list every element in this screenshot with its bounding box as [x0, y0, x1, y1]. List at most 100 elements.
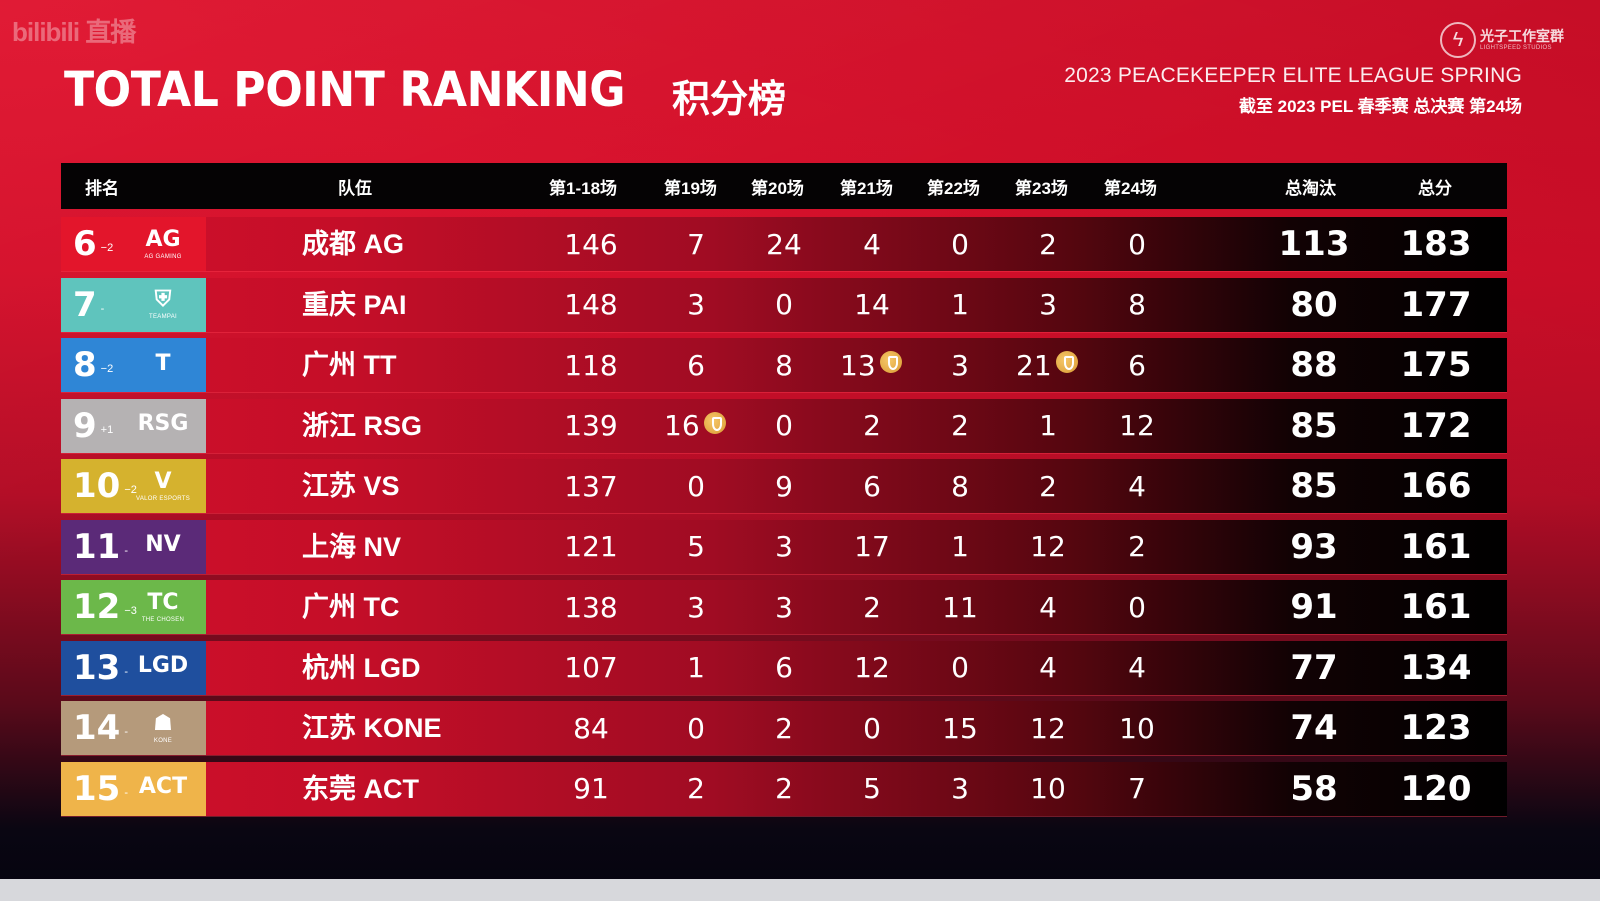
cell-game-24: 8 [1128, 288, 1146, 321]
col-game-22: 第22场 [927, 178, 980, 198]
rank-badge: 6 −2 AG AG GAMING [61, 217, 206, 271]
medal-icon [703, 411, 726, 434]
col-game-24: 第24场 [1104, 178, 1157, 198]
cell-total-points: 172 [1400, 405, 1472, 446]
team-logo-icon: AG AG GAMING [144, 226, 182, 260]
cell-game-20: 8 [775, 348, 793, 382]
table-row: 7 - ⛨ TEAMPAI 重庆 PAI 148 3 0 14 1 3 8 80… [61, 277, 1507, 332]
cell-game-24: 0 [1128, 590, 1146, 624]
cell-game-20: 2 [775, 772, 793, 805]
page-title-cn: 积分榜 [672, 79, 787, 121]
col-game-21: 第21场 [840, 178, 893, 198]
cell-total-kills: 91 [1290, 587, 1338, 627]
cell-total-points: 177 [1400, 284, 1472, 325]
cell-game-24: 2 [1128, 530, 1146, 563]
team-name: 浙江 RSG [302, 410, 423, 441]
cell-game-20: 6 [775, 651, 793, 684]
cell-game-22: 1 [951, 530, 969, 563]
rank-badge: 15 - ACT [61, 761, 206, 816]
cell-game-24: 7 [1128, 772, 1146, 805]
cell-game-19: 2 [687, 772, 705, 805]
cell-games-1-18: 137 [564, 469, 618, 503]
rank-number: 7 [73, 284, 97, 325]
team-logo-icon: T [155, 350, 171, 376]
rank-badge: 7 - ⛨ TEAMPAI [61, 277, 206, 332]
cell-total-points: 161 [1400, 526, 1472, 567]
cell-game-19: 0 [687, 469, 705, 503]
cell-game-19: 16 [656, 399, 766, 453]
rank-number: 8 [73, 345, 97, 385]
rank-change: - [124, 544, 128, 557]
cell-game-19: 3 [687, 288, 705, 321]
cell-games-1-18: 107 [564, 651, 618, 684]
bilibili-watermark: bilibili 直播 [12, 17, 136, 47]
ranking-table: 排名 队伍 第1-18场 第19场 第20场 第21场 第22场 第23场 第2… [61, 163, 1507, 816]
cell-game-19: 0 [687, 711, 705, 745]
team-name: 成都 AG [302, 229, 405, 259]
cell-game-19: 1 [687, 651, 705, 684]
table-row: 9 +1 RSG 浙江 RSG 139 16 0 2 2 1 12 85 172 [61, 398, 1507, 453]
col-total-points: 总分 [1418, 178, 1452, 198]
cell-total-kills: 80 [1290, 284, 1338, 325]
rank-change: - [124, 786, 128, 799]
cell-game-20: 9 [775, 469, 793, 503]
cell-game-21: 12 [854, 651, 890, 684]
cell-games-1-18: 148 [564, 288, 618, 321]
rank-number: 11 [73, 526, 121, 567]
cell-total-points: 123 [1400, 708, 1472, 748]
cell-game-21: 5 [863, 772, 881, 805]
cell-game-21: 0 [863, 711, 881, 745]
cell-game-21: 2 [863, 409, 881, 442]
match-progress-subtitle: 截至 2023 PEL 春季赛 总决赛 第24场 [1238, 97, 1522, 116]
rank-change: +1 [100, 423, 114, 436]
cell-game-22: 15 [942, 711, 978, 745]
cell-total-kills: 74 [1290, 708, 1338, 748]
team-logo-icon: ACT [138, 774, 188, 799]
cell-games-1-18: 84 [573, 711, 609, 745]
cell-game-23: 4 [1039, 590, 1057, 624]
cell-total-points: 183 [1400, 224, 1472, 264]
team-logo-icon: V VALOR ESPORTS [135, 468, 191, 502]
rank-badge: 14 - ☗ KONE [61, 701, 206, 755]
team-logo-icon: NV [145, 532, 181, 557]
rank-number: 15 [73, 768, 121, 809]
cell-game-24: 6 [1128, 348, 1146, 382]
cell-total-kills: 85 [1290, 466, 1338, 506]
table-header: 排名 队伍 第1-18场 第19场 第20场 第21场 第22场 第23场 第2… [61, 163, 1507, 209]
table-row: 8 −2 T 广州 TT 118 6 8 13 3 21 6 88 175 [61, 338, 1507, 392]
cell-game-23: 3 [1039, 288, 1057, 321]
cell-game-23: 4 [1039, 651, 1057, 684]
cell-game-20: 2 [775, 711, 793, 745]
studio-name-cn: 光子工作室群 [1480, 28, 1564, 44]
col-team: 队伍 [338, 178, 372, 198]
table-row: 13 - LGD 杭州 LGD 107 1 6 12 0 4 4 77 134 [61, 640, 1507, 695]
cell-game-23: 10 [1030, 772, 1066, 805]
cell-game-24: 10 [1119, 711, 1155, 745]
rank-change: −3 [124, 605, 137, 617]
cell-game-21: 13 [832, 338, 942, 392]
cell-game-23: 1 [1039, 409, 1057, 442]
cell-total-kills: 93 [1290, 526, 1338, 567]
cell-games-1-18: 139 [564, 409, 618, 442]
league-subtitle: 2023 PEACEKEEPER ELITE LEAGUE SPRING [1064, 64, 1522, 87]
player-bottom-bar [0, 879, 1600, 901]
col-game-20: 第20场 [751, 178, 804, 198]
cell-game-21: 6 [863, 469, 881, 503]
rank-badge: 10 −2 V VALOR ESPORTS [61, 459, 206, 513]
col-game-19: 第19场 [664, 178, 717, 198]
cell-games-1-18: 146 [564, 227, 618, 261]
rank-badge: 9 +1 RSG [61, 398, 206, 453]
cell-game-24: 0 [1128, 227, 1146, 261]
team-name: 重庆 PAI [302, 289, 407, 320]
team-logo-icon: TC THE CHOSEN [141, 589, 185, 623]
cell-total-kills: 113 [1278, 224, 1350, 264]
cell-total-kills: 88 [1290, 345, 1338, 385]
team-name: 江苏 KONE [302, 713, 442, 743]
rank-change: −2 [124, 484, 137, 496]
cell-game-20: 24 [766, 227, 802, 261]
team-name: 杭州 LGD [302, 652, 421, 683]
cell-game-20: 0 [775, 288, 793, 321]
cell-game-22: 1 [951, 288, 969, 321]
cell-game-21: 14 [854, 288, 890, 321]
cell-game-22: 3 [951, 772, 969, 805]
